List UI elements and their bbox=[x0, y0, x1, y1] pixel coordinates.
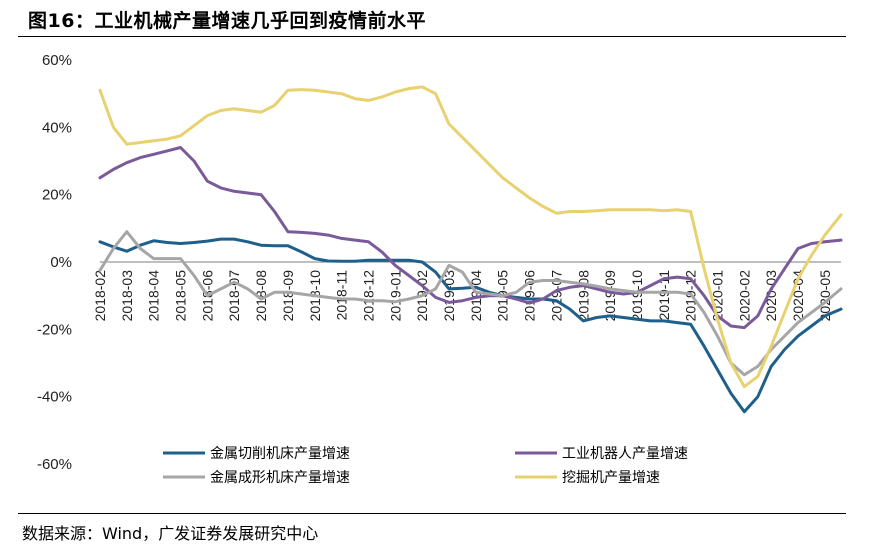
x-tick-label: 2019-07 bbox=[548, 270, 564, 322]
y-tick-label: 0% bbox=[50, 254, 72, 271]
series-lines bbox=[98, 85, 843, 414]
x-tick-label: 2018-12 bbox=[360, 270, 376, 322]
x-tick-label: 2020-05 bbox=[817, 270, 833, 322]
y-axis: 60% 40% 20% 0% -20% -40% -60% bbox=[37, 52, 72, 473]
x-tick-label: 2018-02 bbox=[92, 270, 108, 322]
y-tick-label: -40% bbox=[37, 389, 72, 406]
title-rule bbox=[18, 36, 846, 37]
x-tick-label: 2020-03 bbox=[763, 270, 779, 322]
x-tick-label: 2019-08 bbox=[575, 270, 591, 322]
x-tick-label: 2019-04 bbox=[468, 270, 484, 322]
source-rule bbox=[18, 513, 846, 514]
series-line-2 bbox=[98, 230, 843, 377]
x-tick-label: 2019-10 bbox=[629, 270, 645, 322]
y-tick-label: -60% bbox=[37, 456, 72, 473]
x-tick-label: 2020-04 bbox=[790, 270, 806, 322]
x-tick-label: 2018-11 bbox=[334, 270, 350, 321]
series-line-0 bbox=[98, 237, 843, 414]
legend-label-2: 金属成形机床产量增速 bbox=[210, 470, 350, 486]
x-tick-label: 2018-07 bbox=[226, 270, 242, 322]
legend-label-3: 挖掘机产量增速 bbox=[562, 470, 660, 486]
x-tick-label: 2019-09 bbox=[602, 270, 618, 322]
y-tick-label: -20% bbox=[37, 321, 72, 338]
legend-label-1: 工业机器人产量增速 bbox=[562, 446, 688, 462]
source-note: 数据来源：Wind，广发证券发展研究中心 bbox=[22, 524, 319, 543]
x-tick-label: 2019-06 bbox=[522, 270, 538, 322]
figure-title: 图16：工业机械产量增速几乎回到疫情前水平 bbox=[28, 10, 426, 32]
x-tick-label: 2018-08 bbox=[253, 270, 269, 322]
x-axis: 2018-02 2018-03 2018-04 2018-05 2018-06 2018-… bbox=[92, 270, 833, 322]
series-line-3 bbox=[98, 85, 843, 389]
x-tick-label: 2019-01 bbox=[387, 270, 403, 322]
y-tick-label: 60% bbox=[42, 52, 72, 69]
legend-label-0: 金属切削机床产量增速 bbox=[210, 446, 350, 462]
x-tick-label: 2018-04 bbox=[146, 270, 162, 322]
y-tick-label: 40% bbox=[42, 119, 72, 136]
y-tick-label: 20% bbox=[42, 187, 72, 204]
x-tick-label: 2018-09 bbox=[280, 270, 296, 322]
x-tick-label: 2018-03 bbox=[119, 270, 135, 322]
x-tick-label: 2018-05 bbox=[173, 270, 189, 322]
x-tick-label: 2020-02 bbox=[736, 270, 752, 322]
